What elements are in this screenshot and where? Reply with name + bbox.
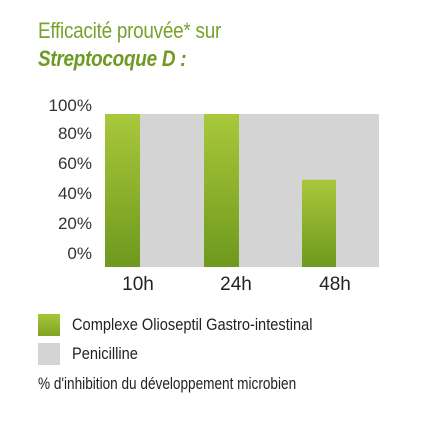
footnote: % d'inhibition du développement microbie…	[38, 374, 297, 393]
legend-swatch-green	[38, 314, 60, 336]
x-category-label: 10h	[122, 274, 154, 295]
y-tick-label: 80%	[58, 124, 92, 143]
legend-item-penicilline: Penicilline	[38, 342, 149, 366]
legend-label: Complexe Olioseptil Gastro-intestinal	[72, 315, 313, 334]
chart-title: Efficacité prouvée* sur	[38, 18, 222, 43]
legend-item-complexe: Complexe Olioseptil Gastro-intestinal	[38, 313, 352, 337]
y-tick-label: 100%	[49, 96, 92, 115]
y-tick-label: 0%	[67, 244, 92, 263]
bar-complexe-10h	[105, 114, 140, 267]
x-category-label: 48h	[319, 274, 351, 295]
y-tick-label: 20%	[58, 214, 92, 233]
legend-swatch-grey	[38, 343, 60, 365]
bar-penicilline-48h	[362, 114, 379, 267]
legend-label: Penicilline	[72, 344, 138, 363]
bar-complexe-48h	[302, 179, 336, 267]
y-tick-label: 60%	[58, 154, 92, 173]
chart-subtitle: Streptocoque D :	[38, 46, 187, 71]
bar-complexe-24h	[204, 114, 239, 267]
x-category-label: 24h	[220, 274, 252, 295]
y-tick-label: 40%	[58, 184, 92, 203]
